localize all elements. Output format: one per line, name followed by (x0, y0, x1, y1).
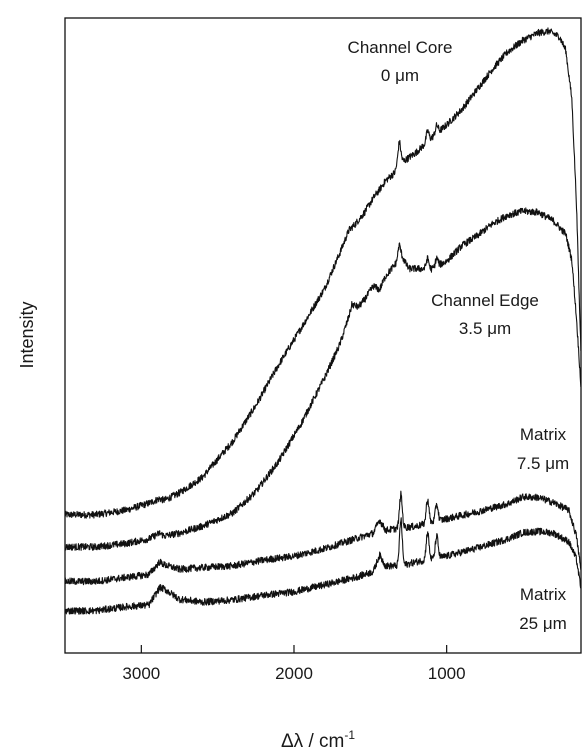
spectrum-line-1 (65, 28, 581, 518)
y-axis-label: Intensity (17, 301, 37, 368)
x-axis-label: Δλ / cm-1 (281, 728, 355, 752)
x-tick-label-3000: 3000 (122, 664, 160, 683)
series-3-label-line-1: Matrix (520, 425, 567, 444)
x-tick-label-1000: 1000 (428, 664, 466, 683)
annotation-layer: Channel Core 0 μm Channel Edge 3.5 μm Matrix… (348, 38, 570, 633)
series-2-label-line-2: 3.5 μm (459, 319, 511, 338)
x-axis-label-superscript: -1 (344, 728, 355, 742)
series-3-label-line-2: 7.5 μm (517, 454, 569, 473)
spectrum-line-2 (65, 208, 581, 550)
x-tick-label-2000: 2000 (275, 664, 313, 683)
series-4-label-line-1: Matrix (520, 585, 567, 604)
spectrum-line-4 (65, 518, 581, 614)
series-4-label-line-2: 25 μm (519, 614, 567, 633)
x-axis-label-main: Δλ / cm (281, 731, 344, 752)
series-1-label-line-2: 0 μm (381, 66, 419, 85)
series-1-label-line-1: Channel Core (348, 38, 453, 57)
x-axis-ticks: 3000 2000 1000 (122, 645, 465, 683)
series-2-label-line-1: Channel Edge (431, 291, 539, 310)
